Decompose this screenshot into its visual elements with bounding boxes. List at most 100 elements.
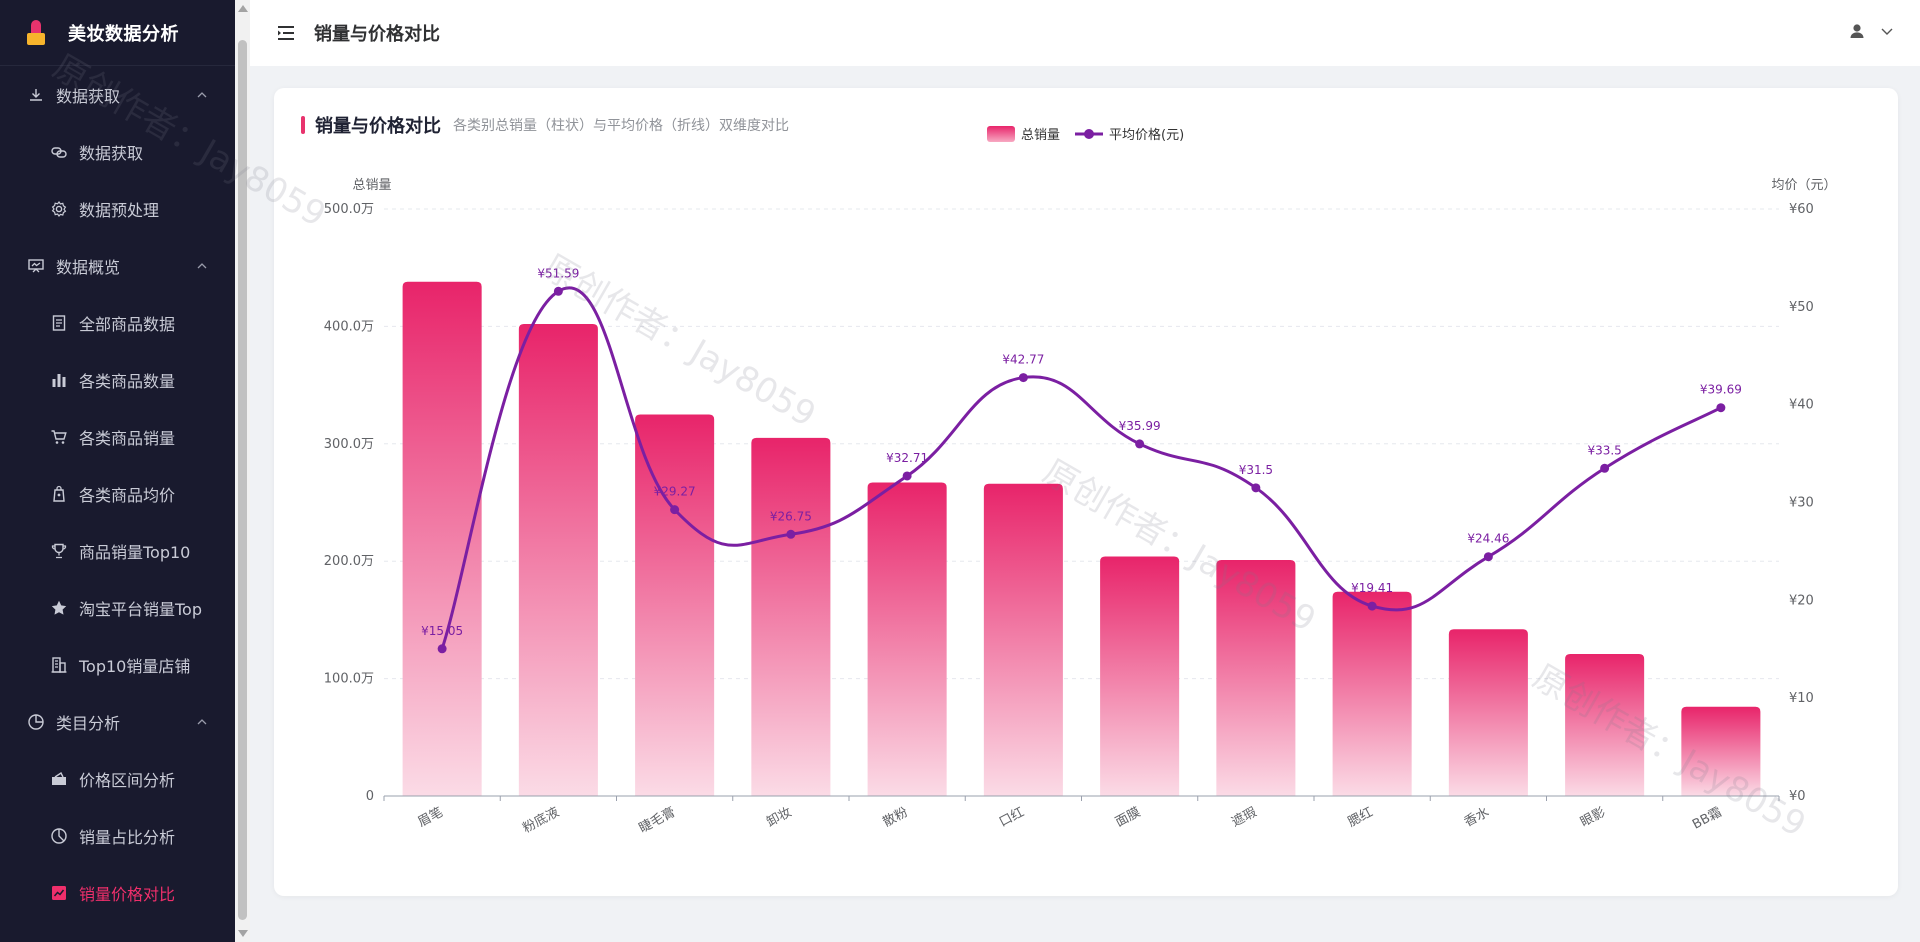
sidebar-item-data-fetch[interactable]: 数据获取: [0, 123, 235, 180]
price-point-眉笔[interactable]: [437, 644, 447, 654]
chart-axes: 0 100.0万 200.0万 300.0万 400.0万 500.0万 ¥0 ¥10 ¥20 ¥…: [324, 178, 1837, 836]
x-tick-label: 眉笔: [415, 804, 445, 830]
card-header: 销量与价格对比 各类别总销量（柱状）与平均价格（折线）双维度对比: [301, 112, 789, 138]
link-icon: [49, 142, 69, 162]
y-right-axis-label: 均价（元）: [1771, 178, 1836, 193]
y-right-tick-label: ¥10: [1789, 691, 1814, 706]
chart-grid: [384, 208, 1779, 680]
sidebar-item-category-count[interactable]: 各类商品数量: [0, 351, 235, 408]
scroll-up-arrow-icon[interactable]: [238, 5, 248, 12]
sidebar-item-preprocess[interactable]: 数据预处理: [0, 180, 235, 237]
y-right-tick-label: ¥40: [1789, 398, 1814, 413]
legend-label-price[interactable]: 平均价格(元): [1109, 127, 1184, 143]
user-menu[interactable]: [1848, 22, 1894, 40]
chevron-up-icon: [195, 88, 209, 102]
sidebar-item-top10-products[interactable]: 商品销量Top10: [0, 522, 235, 579]
chevron-down-icon: [1881, 28, 1893, 35]
sidebar-group-label: 数据概览: [56, 257, 121, 277]
sidebar-item-sales-price-compare[interactable]: 销量价格对比: [0, 864, 235, 921]
user-icon: [1850, 24, 1864, 38]
sidebar-item-category-sales[interactable]: 各类商品销量: [0, 408, 235, 465]
price-point-BB霜[interactable]: [1716, 403, 1726, 413]
bar-卸妆[interactable]: [751, 437, 831, 796]
chevron-up-icon: [195, 259, 209, 273]
sidebar-item-top10-shops[interactable]: Top10销量店铺: [0, 636, 235, 693]
coupon-icon: [49, 769, 69, 789]
y-left-tick-label: 400.0万: [324, 319, 374, 334]
line-series: ¥15.05 ¥51.59 ¥29.27 ¥26.75 ¥32.71 ¥42.77 ¥35.…: [421, 266, 1742, 654]
y-left-tick-label: 200.0万: [324, 554, 374, 569]
legend-swatch-price-dot[interactable]: [1084, 129, 1094, 139]
legend-label-sales[interactable]: 总销量: [1021, 128, 1060, 143]
chevron-up-icon: [195, 715, 209, 729]
price-point-腮红[interactable]: [1367, 601, 1377, 611]
y-left-tick-label: 500.0万: [324, 202, 374, 217]
price-data-label: ¥19.41: [1351, 581, 1393, 595]
bar-腮红[interactable]: [1332, 591, 1412, 796]
price-point-卸妆[interactable]: [786, 529, 796, 539]
sidebar-item-price-range[interactable]: 价格区间分析: [0, 750, 235, 807]
price-data-label: ¥33.5: [1587, 443, 1621, 457]
bar-香水[interactable]: [1448, 629, 1528, 796]
y-right-tick-label: ¥20: [1789, 593, 1814, 608]
sidebar-group-data-fetch[interactable]: 数据获取: [0, 66, 235, 123]
sidebar-item-label: 各类商品数量: [79, 371, 176, 391]
price-data-label: ¥15.05: [421, 624, 463, 638]
bar-眼影[interactable]: [1565, 653, 1645, 796]
title-accent-bar: [301, 116, 305, 134]
sidebar-item-label: 销量价格对比: [79, 884, 176, 904]
sidebar-group-category-analysis[interactable]: 类目分析: [0, 693, 235, 750]
bar-遮瑕[interactable]: [1216, 560, 1296, 796]
sidebar-item-category-price[interactable]: 各类商品均价: [0, 465, 235, 522]
y-right-tick-label: ¥60: [1789, 202, 1814, 217]
app-title: 美妆数据分析: [68, 23, 179, 45]
chart-card: 销量与价格对比 各类别总销量（柱状）与平均价格（折线）双维度对比 0 100.0万…: [274, 88, 1898, 896]
sidebar-group-overview[interactable]: 数据概览: [0, 237, 235, 294]
bar-口红[interactable]: [983, 483, 1063, 796]
x-tick-label: 睫毛膏: [636, 804, 678, 836]
top-header: 销量与价格对比: [250, 0, 1920, 66]
download-icon: [26, 85, 46, 105]
legend-swatch-sales[interactable]: [987, 126, 1015, 142]
bar-面膜[interactable]: [1100, 556, 1180, 796]
sidebar-group-label: 类目分析: [56, 713, 121, 733]
price-point-遮瑕[interactable]: [1251, 483, 1261, 493]
sidebar-scrollbar[interactable]: [235, 0, 250, 942]
price-point-面膜[interactable]: [1135, 439, 1145, 449]
sidebar-item-all-products[interactable]: 全部商品数据: [0, 294, 235, 351]
trophy-icon: [49, 541, 69, 561]
x-tick-label: 粉底液: [520, 804, 562, 836]
price-data-label: ¥42.77: [1002, 353, 1044, 367]
x-tick-label: 卸妆: [764, 804, 794, 830]
bar-粉底液[interactable]: [518, 324, 598, 796]
scrollbar-thumb[interactable]: [238, 40, 247, 920]
logo[interactable]: 美妆数据分析: [0, 0, 235, 66]
price-point-香水[interactable]: [1483, 552, 1493, 562]
price-point-散粉[interactable]: [902, 471, 912, 481]
scroll-down-arrow-icon[interactable]: [238, 930, 248, 937]
price-point-眼影[interactable]: [1600, 463, 1610, 473]
price-point-粉底液[interactable]: [553, 286, 563, 296]
x-tick-label: BB霜: [1690, 805, 1724, 833]
price-data-label: ¥29.27: [654, 485, 696, 499]
star-icon: [49, 598, 69, 618]
document-icon: [49, 313, 69, 333]
menu-fold-icon[interactable]: [276, 23, 296, 43]
price-point-口红[interactable]: [1018, 373, 1028, 383]
bar-BB霜[interactable]: [1681, 706, 1761, 796]
sidebar-item-label: 商品销量Top10: [79, 542, 191, 562]
chart-legend[interactable]: 总销量 平均价格(元): [987, 126, 1184, 143]
x-tick-label: 遮瑕: [1229, 804, 1259, 830]
price-tag-icon: [49, 484, 69, 504]
sidebar-item-taobao-top[interactable]: 淘宝平台销量Top: [0, 579, 235, 636]
price-line: [440, 286, 1722, 650]
gear-icon: [49, 199, 69, 219]
price-data-label: ¥51.59: [537, 266, 579, 280]
bar-睫毛膏[interactable]: [635, 414, 715, 796]
sidebar-item-sales-share[interactable]: 销量占比分析: [0, 807, 235, 864]
bar-散粉[interactable]: [867, 482, 947, 796]
sidebar-item-label: 销量占比分析: [79, 827, 176, 847]
bar-眉笔[interactable]: [402, 281, 482, 797]
price-point-睫毛膏[interactable]: [670, 505, 680, 515]
